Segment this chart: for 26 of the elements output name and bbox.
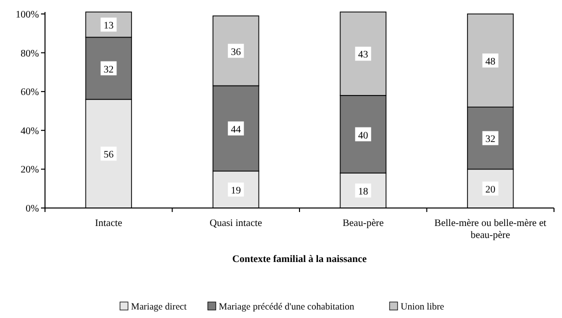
data-label: 48: [485, 56, 496, 68]
data-label: 44: [230, 124, 241, 136]
data-label: 36: [230, 46, 241, 58]
x-tick-label: Quasi intacte: [210, 218, 263, 229]
data-label: 56: [104, 150, 114, 161]
data-label: 13: [104, 20, 114, 32]
data-label: 32: [485, 134, 496, 146]
x-tick-label: Belle-mère ou belle-mère et beau-père: [434, 218, 547, 241]
data-label: 20: [485, 184, 496, 196]
x-tick-label: Intacte: [95, 218, 123, 229]
legend-label: Union libre: [400, 302, 444, 312]
x-tick-label: Beau-père: [342, 218, 384, 229]
y-tick-label: 40%: [20, 126, 39, 137]
y-tick-label: 0%: [26, 204, 39, 214]
data-label: 32: [104, 64, 114, 76]
x-axis-title: Contexte familial à la naissance: [232, 254, 368, 265]
y-tick-label: 60%: [20, 87, 39, 98]
data-label: 43: [358, 50, 368, 61]
data-label: 40: [358, 130, 368, 142]
y-tick-label: 100%: [16, 9, 39, 20]
legend-label: Mariage direct: [131, 302, 188, 312]
data-label: 19: [230, 186, 241, 197]
y-tick-label: 80%: [20, 48, 39, 60]
data-label: 18: [358, 186, 368, 198]
y-tick-label: 20%: [20, 164, 39, 176]
legend-label: Mariage précédé d'une cohabitation: [218, 302, 354, 312]
